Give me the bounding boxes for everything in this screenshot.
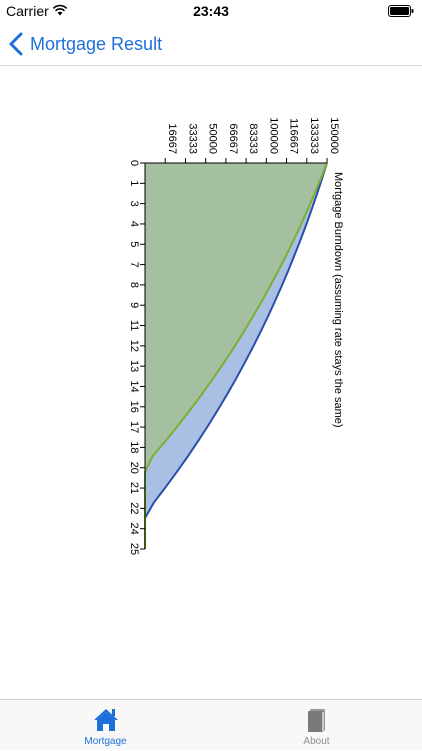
x-tick-label: 9 [128,302,140,308]
x-tick-label: 8 [128,282,140,288]
x-tick-label: 22 [128,502,140,514]
x-tick-label: 13 [128,360,140,372]
x-tick-label: 18 [128,441,140,453]
y-tick-label: 16667 [166,123,178,154]
chevron-left-icon [9,32,23,56]
x-tick-label: 25 [128,543,140,555]
chart-area: 0 1 3 4 5 7 8 9 11 12 13 14 16 17 18 20 21 22 24 25 16667 333… [0,66,422,699]
x-tick-label: 21 [128,482,140,494]
x-tick-label: 11 [128,320,140,331]
tab-mortgage[interactable]: Mortgage [0,700,211,751]
back-button-label: Mortgage Result [30,33,163,54]
book-icon [307,709,325,732]
x-tick-label: 16 [128,401,140,413]
x-tick-label: 7 [128,262,140,268]
x-tick-label: 5 [128,241,140,247]
status-time: 23:43 [193,3,229,19]
carrier-label: Carrier [6,3,49,19]
navigation-bar: Mortgage Result [0,22,422,66]
x-tick-label: 14 [128,380,140,392]
x-tick-label: 3 [128,201,140,207]
y-tick-label: 50000 [207,123,219,154]
x-tick-label: 24 [128,523,140,535]
y-tick-label: 133333 [308,117,320,154]
y-tick-label: 116667 [288,118,300,154]
chart-title: Mortgage Burndown (assuming rate stays t… [332,172,344,428]
x-tick-label: 17 [128,421,140,433]
y-tick-label: 100000 [267,117,279,154]
tab-bar: Mortgage About [0,699,422,750]
series-0-line [144,162,328,549]
x-tick-label: 1 [128,180,140,186]
x-tick-label: 0 [128,160,140,166]
y-tick-label: 150000 [328,117,340,154]
wifi-icon [52,4,68,16]
back-button[interactable]: Mortgage Result [8,30,162,58]
y-tick-label: 33333 [186,123,198,154]
x-tick-label: 20 [128,462,140,474]
status-bar: Carrier 23:43 [0,0,422,22]
series-1-area [145,163,327,549]
x-tick-label: 12 [128,340,140,352]
y-tick-label: 66667 [227,123,239,154]
tab-mortgage-label: Mortgage [84,736,127,747]
house-icon [93,709,118,731]
y-tick-label: 83333 [247,123,259,154]
battery-icon [388,5,414,17]
tab-about[interactable]: About [211,700,422,751]
tab-about-label: About [303,736,330,747]
x-tick-label: 4 [128,221,140,227]
